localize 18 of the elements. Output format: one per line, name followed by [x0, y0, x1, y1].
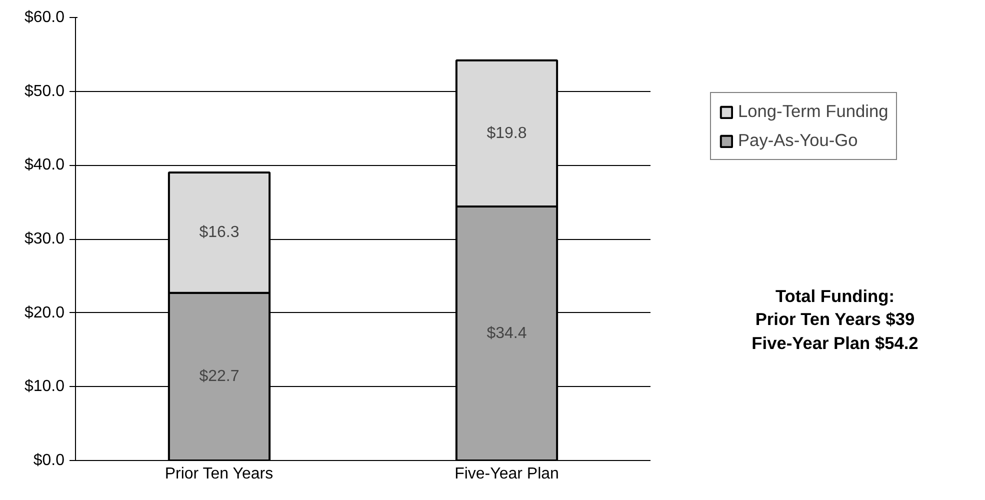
- text: Prior Ten Years $39: [755, 309, 915, 330]
- y-tick-label: $0.0: [33, 452, 65, 469]
- y-tick-label: $30.0: [24, 230, 65, 248]
- y-tick-label: $10.0: [24, 378, 65, 396]
- y-tick-label: $60.0: [24, 9, 65, 26]
- data-label: $22.7: [199, 368, 240, 386]
- y-tick-label: $50.0: [24, 82, 65, 100]
- y-tick-label: $20.0: [24, 304, 65, 322]
- x-tick-label: Prior Ten Years: [164, 466, 274, 482]
- text: Five-Year Plan $54.2: [752, 332, 918, 353]
- y-tick-label: $40.0: [24, 156, 65, 174]
- data-label: $34.4: [486, 325, 527, 342]
- data-label: $19.8: [486, 124, 527, 142]
- text: Total Funding:: [775, 286, 894, 306]
- x-tick-label: Five-Year Plan: [454, 466, 559, 482]
- legend-label: Pay-As-You-Go: [738, 130, 858, 151]
- data-label: $16.3: [199, 224, 240, 242]
- legend-label: Long-Term Funding: [738, 101, 888, 122]
